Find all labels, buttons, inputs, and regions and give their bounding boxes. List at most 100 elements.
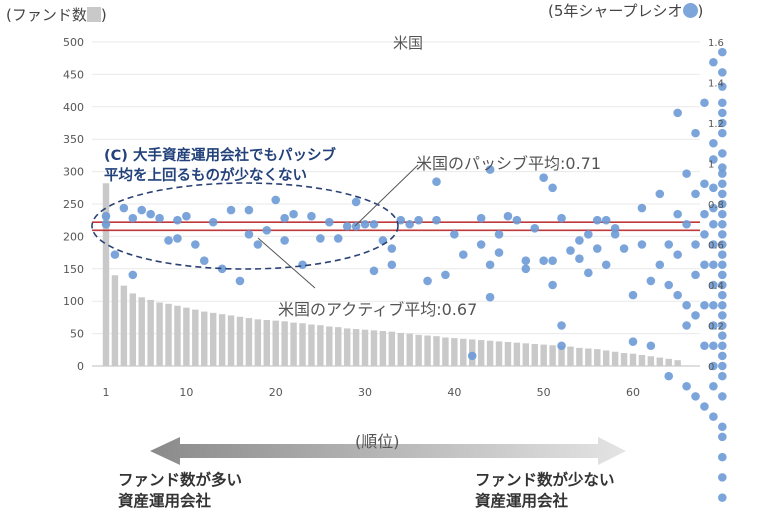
fund-count-bar — [638, 354, 646, 366]
fund-count-bar — [460, 338, 467, 366]
sharpe-point — [450, 230, 459, 239]
dot-swatch-icon — [682, 3, 698, 18]
fund-count-bar — [665, 358, 672, 366]
left-legend-close: ) — [100, 6, 107, 24]
fund-count-bar — [477, 340, 485, 366]
sharpe-point — [432, 215, 441, 225]
fund-count-bar — [174, 305, 181, 366]
sharpe-point — [512, 215, 522, 225]
annotation-c: (C) 大手資産運用会社でもパッシブ 平均を上回るものが少なくない — [104, 146, 336, 186]
sharpe-point — [709, 280, 718, 290]
sharpe-point — [718, 371, 727, 381]
fund-count-bar — [317, 325, 324, 366]
sharpe-point — [718, 230, 727, 239]
bottom-left-caption: ファンド数が多い 資産運用会社 — [118, 470, 242, 512]
right-tick-label: 0.6 — [708, 241, 724, 252]
sharpe-point — [718, 118, 727, 128]
fund-count-bar — [245, 318, 253, 366]
sharpe-point — [709, 321, 718, 330]
sharpe-point — [718, 47, 727, 57]
x-tick-label: 10 — [179, 386, 193, 399]
sharpe-point — [235, 276, 245, 286]
sharpe-point — [718, 422, 727, 432]
x-tick-label: 50 — [537, 386, 551, 399]
sharpe-point — [709, 260, 718, 270]
sharpe-point — [548, 280, 557, 290]
fund-count-bar — [379, 331, 387, 366]
sharpe-point — [700, 179, 709, 189]
sharpe-point — [494, 248, 504, 257]
sharpe-ratio-points — [101, 47, 727, 502]
sharpe-point — [244, 230, 254, 239]
bar-swatch-icon — [86, 7, 101, 22]
sharpe-point — [718, 392, 727, 401]
sharpe-point — [342, 221, 352, 231]
fund-count-bar — [495, 341, 503, 366]
sharpe-point — [619, 244, 629, 253]
passive-leader-line — [354, 164, 419, 227]
fund-count-bar — [567, 346, 574, 366]
fund-count-bar — [415, 334, 422, 366]
fund-count-bar — [218, 314, 226, 366]
x-axis-ticks: 1 10 20 30 40 50 60 — [103, 386, 641, 399]
sharpe-point — [718, 98, 727, 108]
fund-count-bar — [424, 335, 431, 366]
sharpe-point — [494, 230, 504, 239]
left-tick-label: 50 — [70, 328, 84, 341]
sharpe-point — [592, 215, 602, 225]
sharpe-point — [664, 240, 674, 249]
sharpe-point — [673, 209, 682, 219]
fund-count-bar — [674, 360, 681, 366]
right-tick-label: 0.8 — [708, 200, 724, 211]
left-tick-label: 150 — [63, 263, 84, 276]
sharpe-point — [718, 311, 727, 320]
sharpe-point — [718, 290, 727, 300]
right-tick-label: 0.4 — [708, 281, 724, 292]
sharpe-point — [387, 260, 397, 270]
sharpe-point — [718, 128, 727, 138]
fund-count-bar — [656, 357, 664, 366]
fund-count-bars — [102, 183, 681, 366]
sharpe-point — [601, 260, 611, 270]
annotation-c-line1: (C) 大手資産運用会社でもパッシブ — [104, 148, 336, 164]
sharpe-point — [718, 331, 727, 340]
fund-count-bar — [406, 333, 413, 366]
sharpe-point — [110, 250, 120, 259]
sharpe-point — [691, 311, 700, 320]
sharpe-point — [646, 341, 656, 351]
sharpe-point — [387, 244, 397, 253]
sharpe-point — [709, 361, 718, 371]
sharpe-point — [271, 195, 281, 205]
fund-count-bar — [540, 344, 547, 366]
sharpe-point — [325, 217, 334, 227]
right-tick-label: 0.2 — [708, 322, 724, 333]
left-tick-label: 500 — [63, 36, 84, 49]
sharpe-point — [718, 68, 727, 77]
sharpe-point — [476, 240, 486, 249]
fund-count-bar — [594, 349, 601, 366]
sharpe-point — [700, 341, 709, 351]
sharpe-point — [682, 300, 691, 310]
sharpe-point — [226, 205, 236, 215]
left-tick-label: 100 — [63, 295, 84, 308]
sharpe-point — [191, 240, 200, 249]
sharpe-point — [718, 351, 727, 361]
active-average-label: 米国のアクティブ平均:0.67 — [278, 300, 478, 319]
fund-count-bar — [513, 342, 521, 366]
sharpe-point — [709, 240, 718, 249]
fund-count-bar — [504, 342, 512, 366]
sharpe-point — [718, 189, 727, 199]
sharpe-point — [718, 82, 727, 91]
fund-count-bar — [129, 293, 137, 366]
left-tick-label: 300 — [63, 166, 84, 179]
sharpe-point — [262, 226, 272, 235]
sharpe-point — [458, 250, 468, 259]
sharpe-point — [557, 341, 566, 351]
bottom-left-line2: 資産運用会社 — [118, 492, 212, 510]
sharpe-point — [718, 163, 727, 172]
sharpe-point — [709, 219, 718, 229]
x-tick-label: 40 — [447, 386, 461, 399]
fund-count-bar — [433, 336, 440, 366]
sharpe-point — [280, 213, 289, 223]
